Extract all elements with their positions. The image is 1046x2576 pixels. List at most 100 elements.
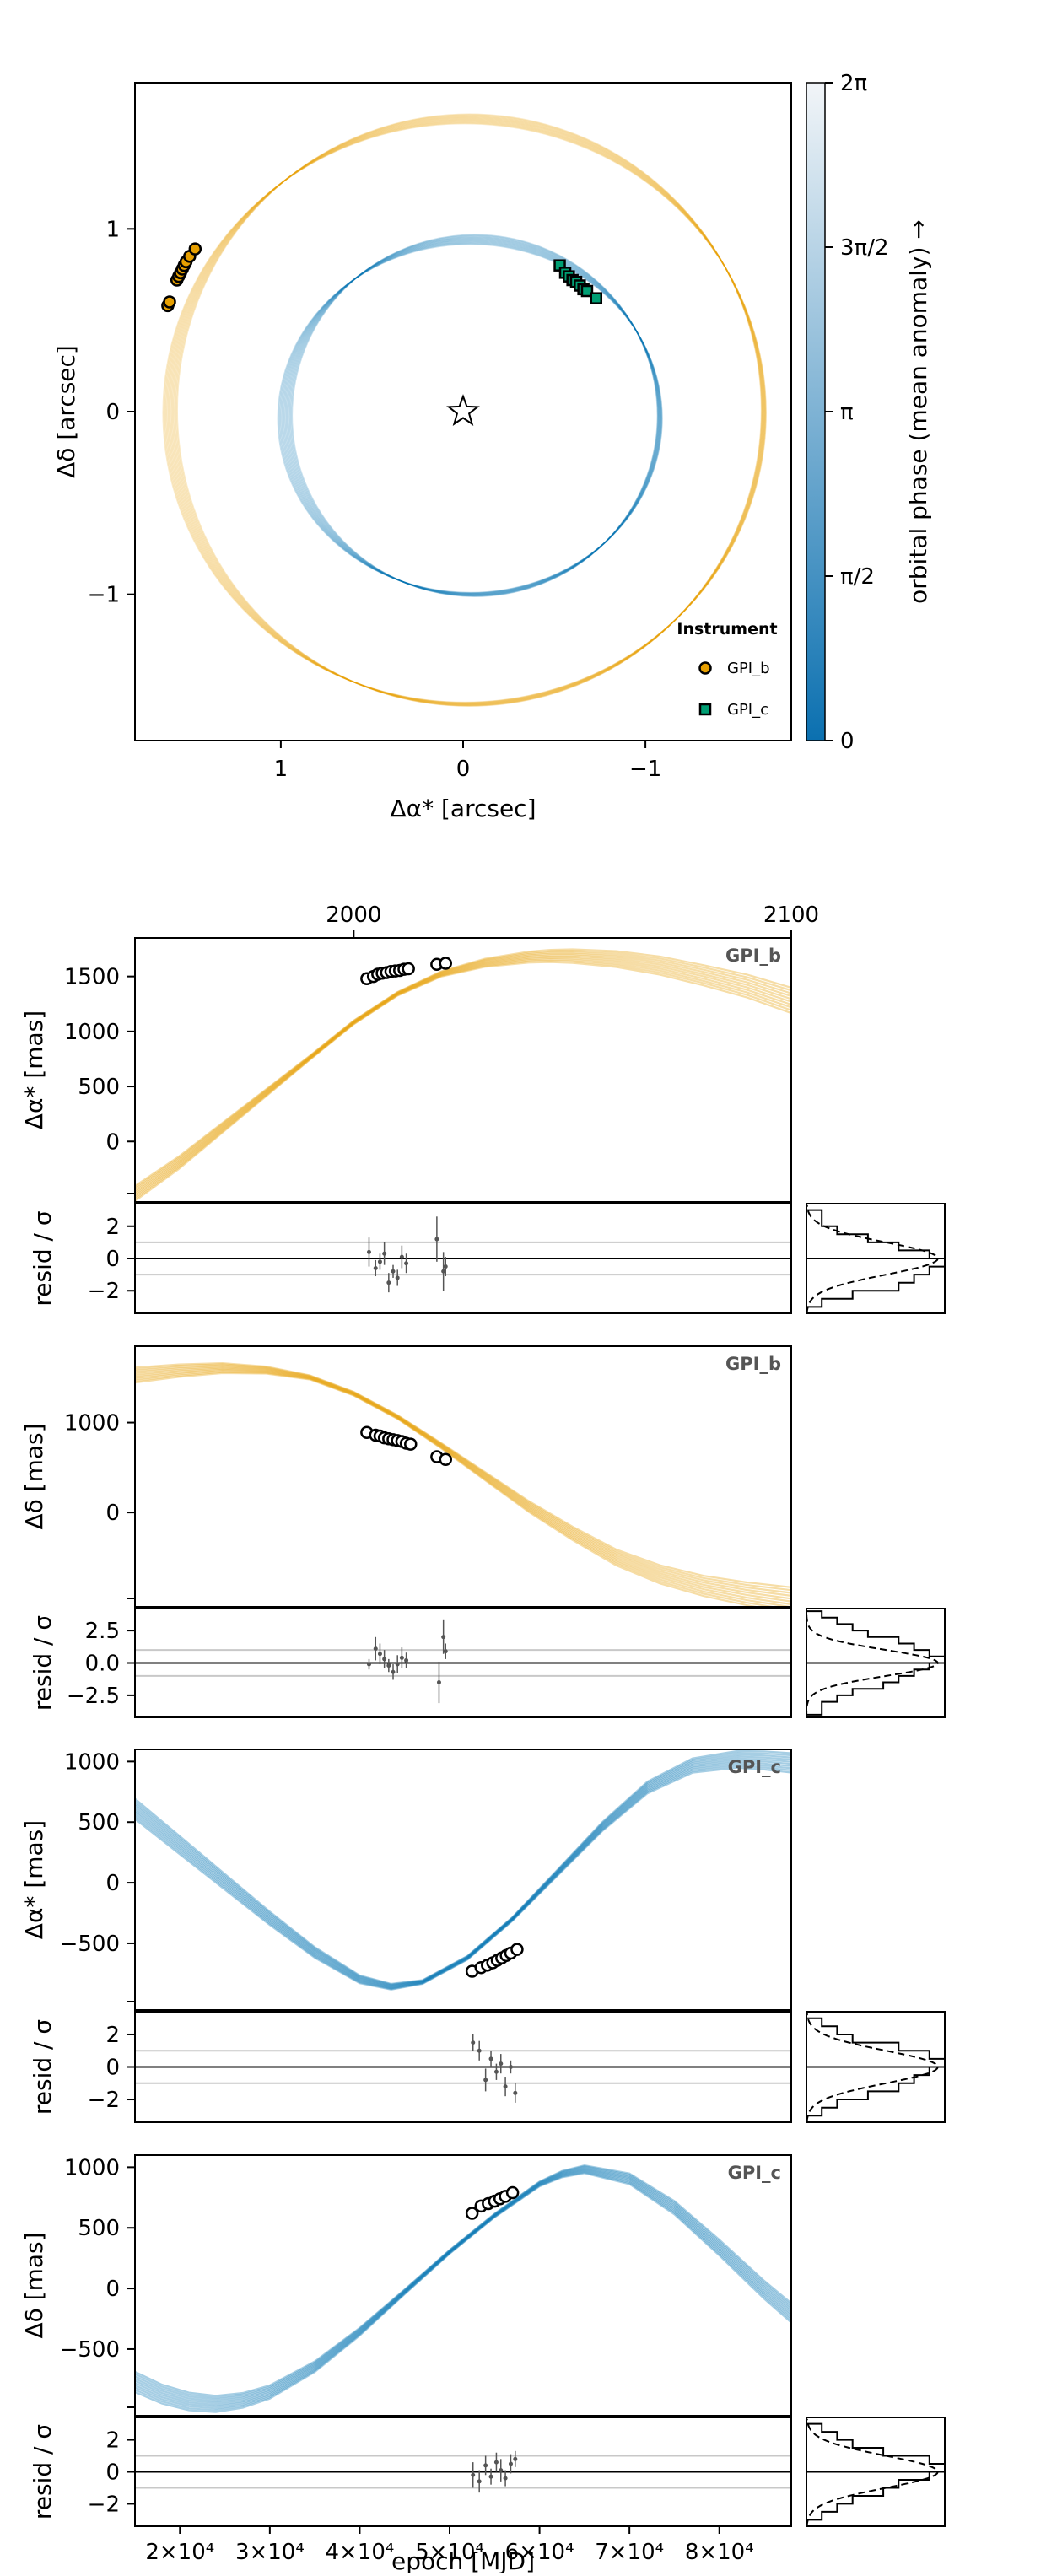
resid-point	[399, 1655, 404, 1660]
plot-frame	[134, 937, 792, 1203]
orbit-draw-line	[135, 1365, 791, 1597]
y-axis-label: Δδ [mas]	[20, 1423, 48, 1529]
resid-point	[404, 1261, 409, 1266]
orbit-b-draw	[175, 114, 763, 707]
resid-point	[499, 2468, 504, 2473]
resid-point	[395, 1662, 400, 1667]
plot-frame	[134, 1749, 792, 2011]
dec_c_resid-histogram	[806, 2417, 946, 2527]
y-tick-label: 2	[105, 2428, 120, 2454]
resid-point	[386, 1280, 391, 1285]
orbit-c-draw	[288, 236, 660, 596]
colorbar-tick-label: 0	[840, 729, 855, 754]
y-tick-label: −500	[60, 2337, 120, 2363]
resid-point	[441, 1269, 446, 1274]
x-tick-label: 1	[274, 757, 288, 782]
x-tick-label: 7×10⁴	[595, 2540, 664, 2565]
orbit-b-draw	[169, 118, 765, 705]
orbit-c-draw	[291, 234, 659, 597]
orbit-c-draw	[280, 241, 662, 595]
orbit-draw-line	[135, 1361, 791, 1588]
bottom-x-axis: 2×10⁴ 3×10⁴ 4×10⁴ 5×10⁴ 6×10⁴ 7×10⁴ 8×10⁴ epoch…	[145, 2526, 754, 2575]
orbit-c-draw	[286, 237, 660, 596]
histogram-frame	[806, 2011, 946, 2123]
y-tick-label: 0	[105, 1247, 120, 1272]
plot-frame	[134, 2154, 792, 2417]
resid-point	[404, 1657, 409, 1663]
orbit-c-draw	[290, 234, 659, 597]
resid-point	[441, 1635, 446, 1640]
data-point	[439, 1452, 453, 1467]
resid-point	[373, 1646, 378, 1652]
orbit-draw-line	[135, 1368, 791, 1606]
data-point	[439, 957, 453, 970]
resid-point	[493, 2069, 499, 2074]
orbit-draw-line	[135, 1765, 791, 1991]
orbit-draw-line	[135, 2171, 791, 2412]
legend-marker-square	[698, 703, 712, 716]
resid-point	[493, 2460, 499, 2465]
dec_b-panel: 1000 0 GPI_b Δδ [mas]	[20, 1345, 792, 1608]
legend-marker-circle	[698, 661, 712, 675]
resid-point	[513, 2090, 518, 2095]
orbit-draw-line	[135, 952, 791, 1192]
data-point	[505, 2185, 520, 2200]
orbit-draw-line	[135, 959, 791, 1200]
orbit-draw-line	[135, 1366, 791, 1600]
plot-area	[135, 2164, 791, 2413]
resid-point	[483, 2463, 488, 2468]
orbit-c-draw	[283, 240, 661, 595]
ra_c_resid-panel: 2 0 −2 resid / σ	[29, 2011, 792, 2123]
resid-point	[488, 2474, 493, 2479]
orbit-draw-line	[135, 961, 791, 1202]
colorbar-tick-label: 3π/2	[840, 235, 889, 261]
y-tick-label: 500	[78, 1810, 120, 1835]
histogram-frame	[806, 2417, 946, 2527]
orbit-draw-line	[135, 951, 791, 1190]
orbit-c-draw	[278, 242, 663, 594]
data-point	[402, 962, 415, 976]
y-tick-label: −500	[60, 1932, 120, 1957]
orbit-draw-line	[135, 1370, 791, 1607]
orbit-draw-line	[135, 954, 791, 1194]
orbit-draw-line	[135, 1367, 791, 1603]
orbit-c-draw	[287, 236, 660, 596]
ra_c_resid-histogram	[806, 2011, 946, 2123]
panel-label: GPI_b	[725, 946, 781, 966]
y-tick-label: 0	[105, 2460, 120, 2486]
plot-area	[135, 1749, 791, 1991]
resid-point	[399, 1254, 404, 1259]
orbit-b-draw	[166, 120, 766, 704]
top-tick-label: 2000	[326, 903, 381, 928]
legend: Instrument GPI_b GPI_c	[677, 620, 777, 719]
colorbar-tick-label: π	[840, 400, 854, 425]
resid-point	[366, 1249, 371, 1254]
orbit-c-draw	[279, 241, 662, 595]
data-point-GPI_b	[188, 242, 202, 256]
x-tick-label: 4×10⁴	[326, 2540, 395, 2565]
orbit-draw-line	[135, 1364, 791, 1594]
legend-title: Instrument	[677, 620, 777, 639]
ra_b_resid-histogram	[806, 1203, 946, 1314]
orbit-draw-line	[135, 1372, 763, 1607]
y-tick-label: 0.0	[85, 1652, 120, 1677]
y-tick-label: 1000	[64, 1749, 120, 1775]
orbit-draw-line	[135, 2165, 791, 2401]
y-tick-label: 0	[105, 1129, 120, 1155]
orbit-c-draw	[284, 238, 660, 595]
resid-point	[436, 1680, 441, 1685]
ra_b_resid-panel: 2 0 −2 resid / σ	[29, 1203, 792, 1314]
y-axis-label: resid / σ	[29, 2424, 57, 2519]
orbit-draw-line	[135, 1754, 791, 1986]
resid-point	[391, 1269, 396, 1274]
orbit-draw-line	[135, 1760, 791, 1989]
orbit-draw-line	[135, 1766, 791, 1991]
astrometry-panel: 1 0 −1 1 0 −1 Δα* [arcsec] Δδ [arcsec] Instrumen…	[52, 71, 932, 822]
y-tick-label: 0	[105, 1871, 120, 1896]
data-point	[510, 1943, 524, 1956]
y-tick-label: 1500	[64, 965, 120, 990]
y-tick-label: 1000	[64, 1020, 120, 1045]
orbit-draw-line	[135, 1749, 791, 1986]
orbit-draw-line	[135, 2169, 791, 2408]
